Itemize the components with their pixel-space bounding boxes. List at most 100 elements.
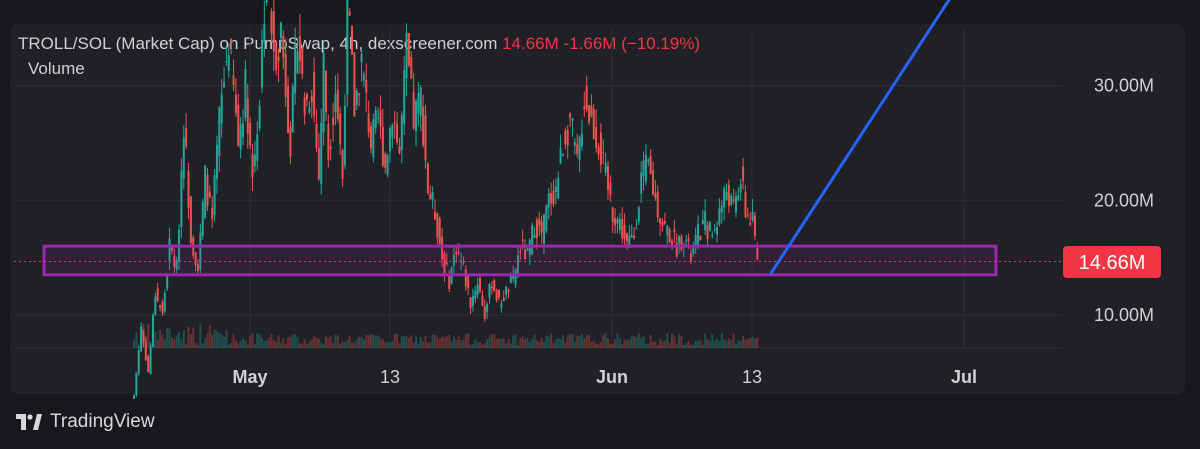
volume-bar (156, 340, 159, 348)
volume-bar (175, 335, 178, 348)
candle-body (144, 342, 147, 361)
volume-bar (497, 338, 500, 348)
volume-bar (583, 338, 586, 348)
candle-body (716, 227, 719, 235)
candle-body (370, 126, 372, 149)
volume-bar (270, 333, 273, 348)
volume-bar (685, 342, 688, 348)
candle-body (417, 92, 420, 114)
candle-body (419, 87, 422, 116)
volume-bar (391, 341, 394, 348)
volume-bar (521, 335, 524, 348)
candle-body (429, 194, 432, 200)
candle-body (590, 105, 593, 117)
candle-body (180, 170, 183, 228)
candle-body (149, 346, 152, 374)
volume-bar (422, 341, 425, 348)
volume-bar (585, 334, 588, 348)
volume-bar (294, 334, 297, 348)
volume-bar (599, 342, 602, 348)
volume-bar (652, 341, 655, 348)
volume-bar (559, 339, 562, 348)
volume-bar (692, 344, 695, 348)
volume-bar (258, 333, 261, 348)
volume-bar (211, 334, 214, 348)
candle-body (391, 125, 394, 138)
volume-bar (547, 336, 550, 348)
y-tick-label: 10.00M (1094, 305, 1154, 325)
volume-bar (687, 341, 690, 348)
volume-bar (417, 343, 420, 348)
volume-bar (336, 335, 339, 348)
candle-body (317, 147, 320, 180)
candle-body (422, 106, 425, 146)
volume-bar (223, 336, 226, 348)
volume-bar (637, 333, 640, 348)
candle-body (341, 150, 344, 179)
volume-bar (225, 330, 228, 348)
candle-body (166, 274, 169, 289)
volume-bar (514, 334, 517, 348)
volume-bar (604, 333, 607, 348)
volume-bar (372, 335, 375, 348)
volume-bar (573, 341, 576, 348)
candle-body (324, 70, 327, 113)
price-tag-label: 14.66M (1079, 252, 1146, 274)
volume-bar (718, 340, 721, 348)
volume-bar (253, 343, 256, 348)
volume-bar (460, 340, 463, 348)
candle-body (168, 238, 171, 262)
symbol-title[interactable]: TROLL/SOL (Market Cap) on PumpSwap, 4h, … (18, 34, 498, 53)
candle-body (358, 93, 361, 96)
candle-body (448, 275, 451, 290)
candle-body (538, 218, 541, 226)
candle-body (270, 11, 273, 34)
candle-body (185, 128, 188, 147)
volume-bar (180, 339, 183, 348)
candle-body (680, 236, 683, 250)
volume-bar (185, 344, 188, 348)
volume-bar (749, 337, 752, 348)
candle-body (554, 186, 557, 192)
candle-body (445, 262, 448, 265)
volume-bar (526, 338, 529, 348)
volume-bar (737, 340, 740, 348)
volume-bar (272, 339, 275, 348)
volume-bar (633, 336, 636, 348)
candle-body (287, 85, 290, 134)
candle-body (474, 291, 477, 299)
tradingview-brand[interactable]: TradingView (16, 411, 155, 433)
candle-body (746, 214, 749, 216)
volume-bar (621, 343, 624, 348)
volume-bar (618, 338, 621, 348)
candle-body (159, 304, 162, 309)
volume-bar (289, 336, 292, 348)
candle-body (374, 110, 377, 128)
volume-bar (237, 343, 240, 348)
change-value: -1.66M (563, 34, 617, 53)
candle-body (734, 196, 737, 213)
volume-bar (313, 336, 316, 348)
candle-body (327, 123, 330, 161)
candle-body (275, 48, 278, 70)
volume-bar (137, 343, 140, 348)
candle-body (580, 133, 583, 147)
candle-body (163, 293, 166, 312)
candle-body (652, 170, 655, 195)
volume-bar (505, 343, 508, 348)
volume-legend[interactable]: Volume (28, 59, 85, 78)
candle-body (263, 24, 266, 44)
candle-body (663, 220, 666, 224)
candle-body (322, 52, 325, 133)
candle-body (644, 154, 647, 182)
volume-bar (142, 323, 145, 348)
volume-bar (220, 333, 223, 348)
candle-body (479, 277, 482, 292)
candle-body (298, 36, 301, 61)
volume-bar (206, 333, 209, 348)
candle-body (505, 286, 508, 295)
volume-bar (689, 344, 692, 348)
volume-bar (367, 335, 370, 348)
volume-bar (742, 335, 745, 348)
